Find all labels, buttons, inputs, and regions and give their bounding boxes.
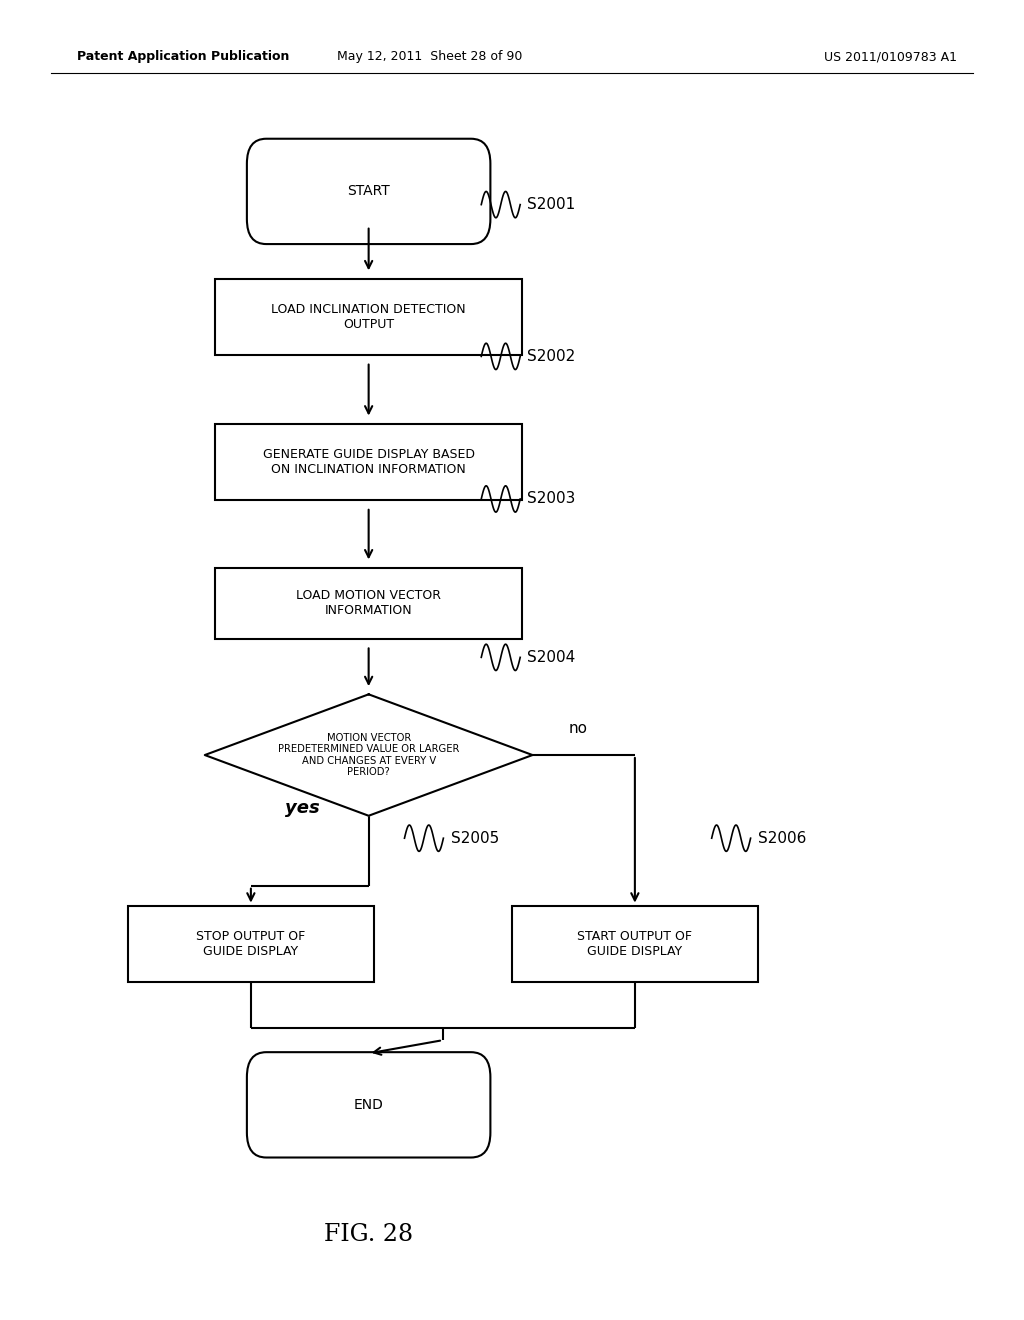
FancyBboxPatch shape bbox=[215, 279, 522, 355]
Text: S2001: S2001 bbox=[527, 197, 575, 213]
Text: no: no bbox=[568, 721, 588, 737]
FancyBboxPatch shape bbox=[512, 906, 758, 982]
Text: Patent Application Publication: Patent Application Publication bbox=[77, 50, 289, 63]
FancyBboxPatch shape bbox=[215, 568, 522, 639]
FancyBboxPatch shape bbox=[247, 139, 490, 244]
Text: S2003: S2003 bbox=[527, 491, 575, 507]
Polygon shape bbox=[205, 694, 532, 816]
Text: May 12, 2011  Sheet 28 of 90: May 12, 2011 Sheet 28 of 90 bbox=[337, 50, 523, 63]
Text: START OUTPUT OF
GUIDE DISPLAY: START OUTPUT OF GUIDE DISPLAY bbox=[578, 929, 692, 958]
Text: GENERATE GUIDE DISPLAY BASED
ON INCLINATION INFORMATION: GENERATE GUIDE DISPLAY BASED ON INCLINAT… bbox=[262, 447, 475, 477]
FancyBboxPatch shape bbox=[247, 1052, 490, 1158]
Text: MOTION VECTOR
PREDETERMINED VALUE OR LARGER
AND CHANGES AT EVERY V
PERIOD?: MOTION VECTOR PREDETERMINED VALUE OR LAR… bbox=[278, 733, 460, 777]
Text: LOAD MOTION VECTOR
INFORMATION: LOAD MOTION VECTOR INFORMATION bbox=[296, 589, 441, 618]
Text: S2006: S2006 bbox=[758, 830, 806, 846]
Text: START: START bbox=[347, 185, 390, 198]
Text: FIG. 28: FIG. 28 bbox=[324, 1222, 414, 1246]
Text: LOAD INCLINATION DETECTION
OUTPUT: LOAD INCLINATION DETECTION OUTPUT bbox=[271, 302, 466, 331]
Text: S2002: S2002 bbox=[527, 348, 575, 364]
Text: STOP OUTPUT OF
GUIDE DISPLAY: STOP OUTPUT OF GUIDE DISPLAY bbox=[197, 929, 305, 958]
FancyBboxPatch shape bbox=[128, 906, 374, 982]
Text: US 2011/0109783 A1: US 2011/0109783 A1 bbox=[824, 50, 957, 63]
Text: yes: yes bbox=[285, 799, 319, 817]
Text: S2005: S2005 bbox=[451, 830, 499, 846]
FancyBboxPatch shape bbox=[215, 424, 522, 500]
Text: S2004: S2004 bbox=[527, 649, 575, 665]
Text: END: END bbox=[353, 1098, 384, 1111]
